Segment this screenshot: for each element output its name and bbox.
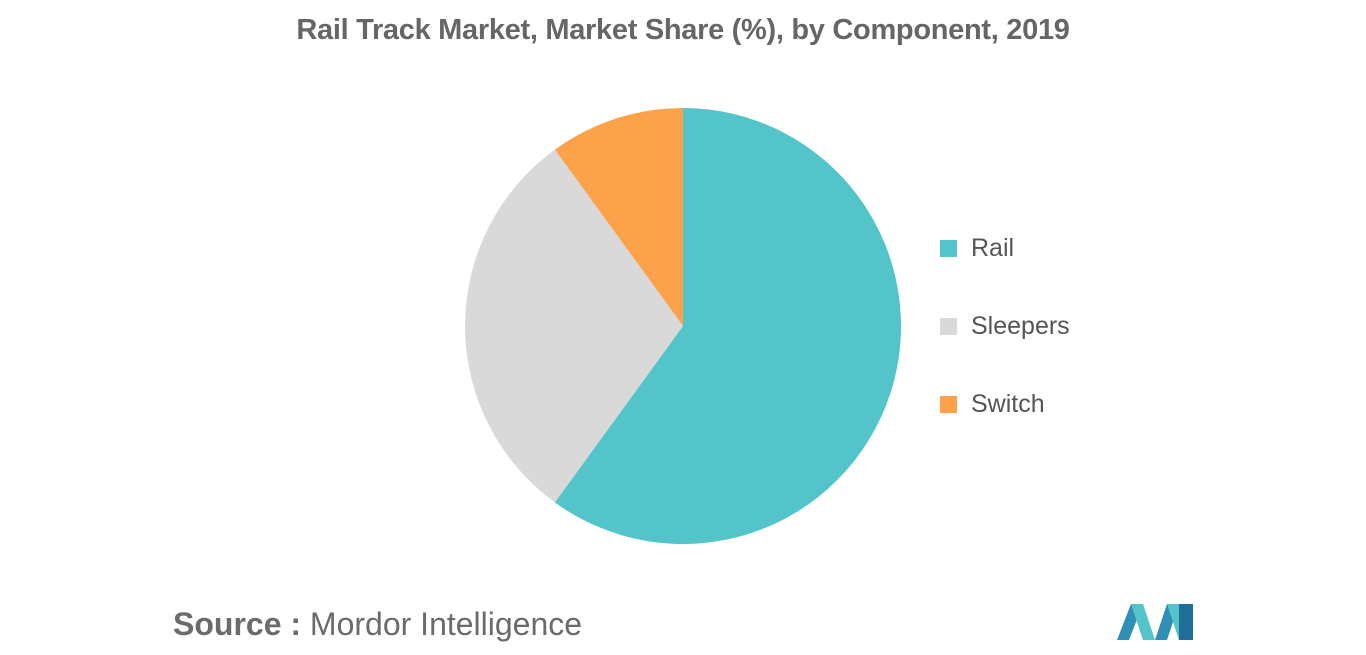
pie-slice-switch xyxy=(554,108,683,326)
source-credit: Source : Mordor Intelligence xyxy=(173,606,582,643)
legend-swatch-sleepers xyxy=(940,317,957,335)
chart-legend: Rail Sleepers Switch xyxy=(940,228,1070,462)
legend-item-sleepers: Sleepers xyxy=(940,306,1070,346)
legend-label-switch: Switch xyxy=(971,389,1045,418)
pie-slice-rail xyxy=(554,108,902,545)
legend-label-sleepers: Sleepers xyxy=(971,311,1070,340)
legend-item-rail: Rail xyxy=(940,228,1070,268)
legend-swatch-switch xyxy=(940,395,957,413)
pie-slices xyxy=(464,108,902,545)
mordor-intelligence-logo-icon xyxy=(1117,604,1193,640)
source-prefix: Source : xyxy=(173,606,302,642)
legend-label-rail: Rail xyxy=(971,233,1015,262)
source-name: Mordor Intelligence xyxy=(309,606,583,642)
pie-slice-sleepers xyxy=(464,149,683,503)
legend-swatch-rail xyxy=(940,239,957,257)
legend-item-switch: Switch xyxy=(940,384,1070,424)
chart-title: Rail Track Market, Market Share (%), by … xyxy=(296,14,1070,46)
